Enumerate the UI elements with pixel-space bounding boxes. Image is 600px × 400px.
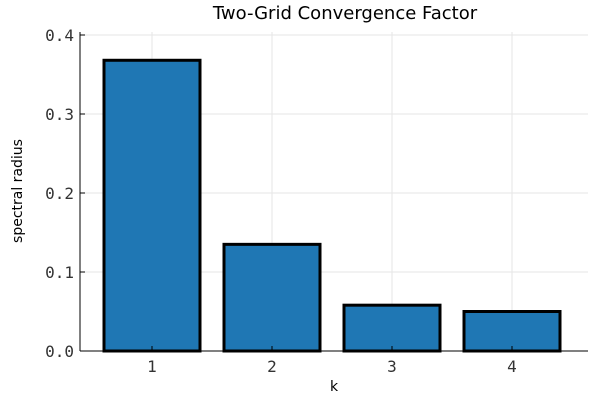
bar-k3 — [342, 303, 442, 353]
bar-k2 — [222, 242, 322, 353]
axes-layer — [79, 32, 588, 352]
y-tick-label: 0.3 — [45, 105, 74, 124]
x-tick-label: 4 — [507, 357, 517, 376]
ticks-layer: 0.0 0.1 0.2 0.3 0.4 1 2 3 4 — [45, 26, 517, 376]
y-axis-label: spectral radius — [10, 139, 26, 243]
x-tick-label: 1 — [147, 357, 157, 376]
bar-k4 — [462, 310, 562, 353]
y-tick-label: 0.1 — [45, 263, 74, 282]
chart-title: Two-Grid Convergence Factor — [212, 3, 478, 24]
y-tick-label: 0.2 — [45, 184, 74, 203]
bar-k1 — [102, 58, 202, 353]
x-tick-label: 2 — [267, 357, 277, 376]
x-tick-label: 3 — [387, 357, 397, 376]
bars-layer — [102, 58, 562, 353]
y-tick-label: 0.0 — [45, 342, 74, 361]
x-axis-label: k — [330, 379, 339, 395]
y-tick-label: 0.4 — [45, 26, 74, 45]
